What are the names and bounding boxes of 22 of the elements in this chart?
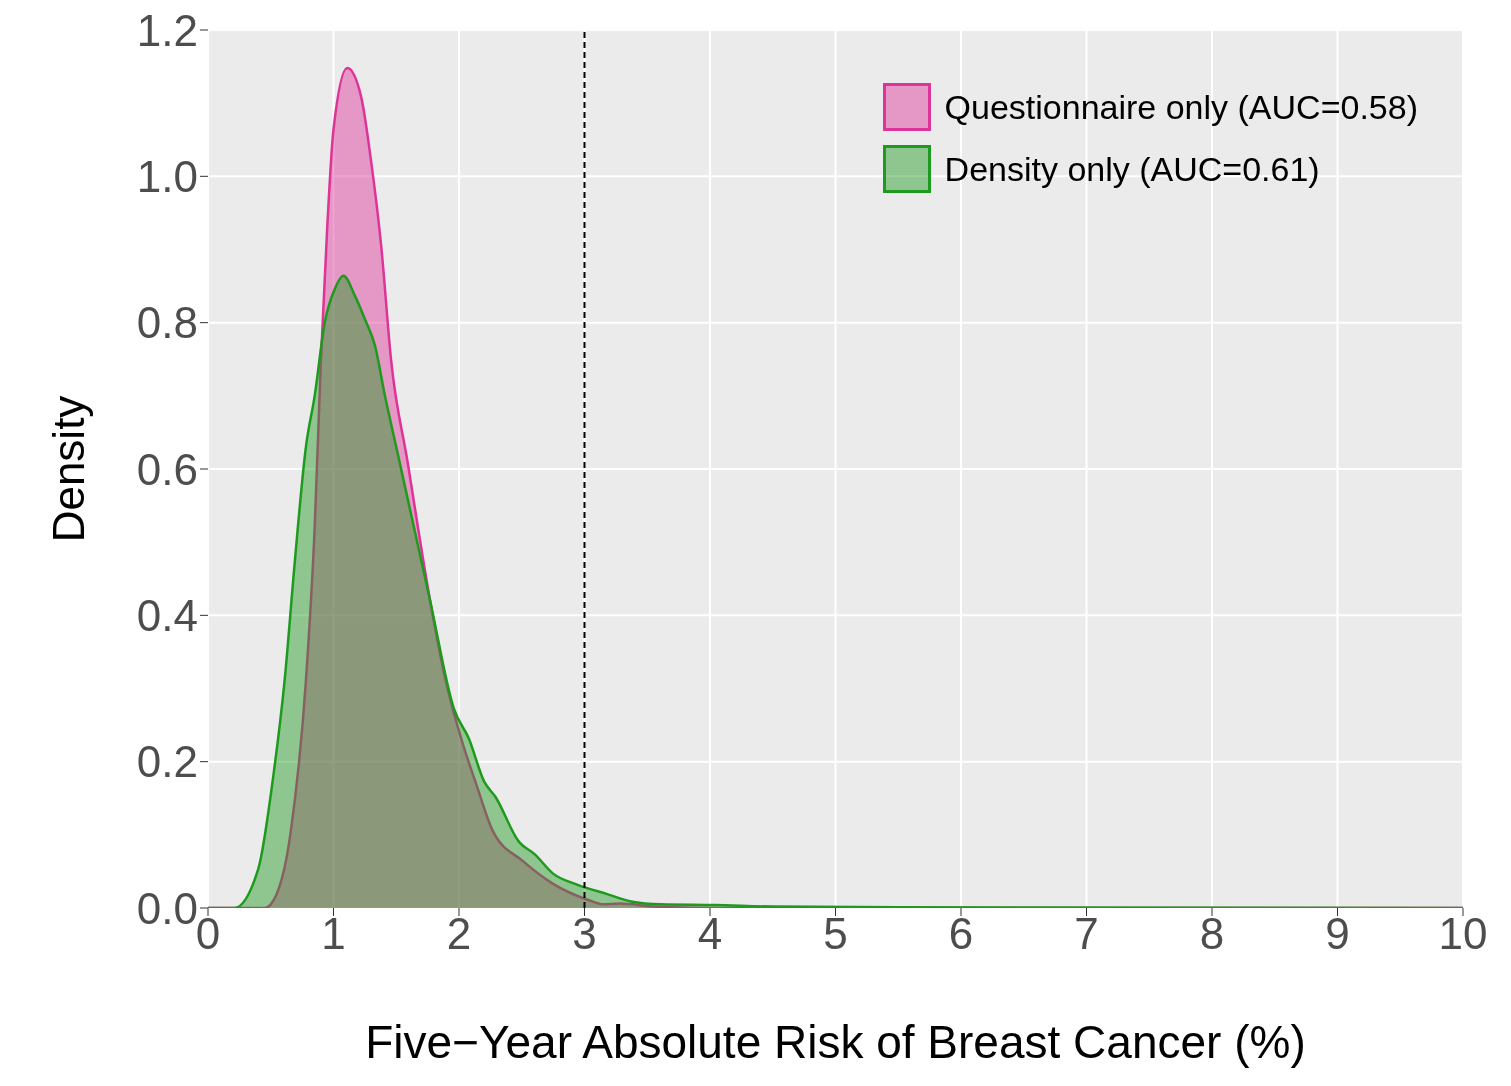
legend-label: Density only (AUC=0.61) bbox=[944, 149, 1320, 189]
x-axis-title: Five−Year Absolute Risk of Breast Cancer (%) bbox=[365, 1016, 1306, 1068]
y-tick-label: 0.4 bbox=[136, 590, 198, 640]
x-tick-label: 1 bbox=[321, 909, 346, 959]
x-tick-label: 2 bbox=[446, 909, 472, 959]
y-tick-label: 0.8 bbox=[136, 298, 198, 348]
x-tick-label: 6 bbox=[948, 909, 974, 959]
legend-label: Questionnaire only (AUC=0.58) bbox=[944, 87, 1418, 127]
y-tick-label: 1.0 bbox=[136, 151, 198, 201]
x-tick-label: 8 bbox=[1199, 909, 1225, 959]
y-tick-label: 0.6 bbox=[136, 444, 198, 494]
x-tick-label: 7 bbox=[1074, 909, 1099, 959]
x-tick-label: 10 bbox=[1438, 909, 1488, 959]
x-tick-label: 4 bbox=[697, 909, 723, 959]
y-tick-label: 0.0 bbox=[136, 883, 198, 933]
x-tick-label: 3 bbox=[572, 909, 597, 959]
x-tick-label: 9 bbox=[1325, 909, 1350, 959]
y-axis-title: Density bbox=[43, 395, 93, 543]
x-tick-label: 0 bbox=[195, 909, 221, 959]
y-tick-label: 0.2 bbox=[136, 737, 198, 787]
y-tick-label: 1.2 bbox=[136, 5, 198, 55]
x-tick-label: 5 bbox=[823, 909, 848, 959]
